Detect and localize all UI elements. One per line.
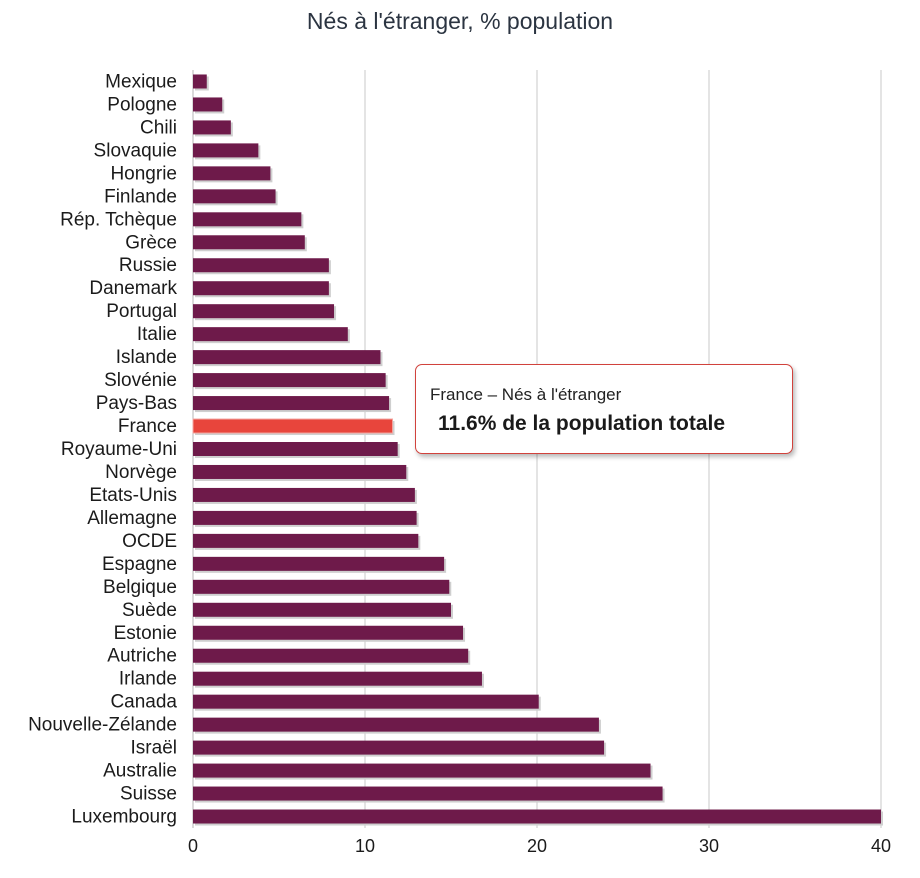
bar[interactable] [193, 442, 398, 456]
category-label: Nouvelle-Zélande [28, 715, 177, 736]
bar[interactable] [193, 396, 390, 411]
bar[interactable] [193, 327, 348, 342]
bar[interactable] [193, 235, 305, 250]
category-label: Russie [119, 255, 177, 276]
category-label: Rép. Tchèque [60, 209, 177, 230]
chart-title: Nés à l'étranger, % population [306, 8, 614, 34]
bar[interactable] [193, 350, 381, 365]
category-label: Royaume-Uni [61, 439, 177, 460]
bar[interactable] [193, 809, 881, 824]
category-label: Grèce [125, 232, 177, 253]
bar[interactable] [193, 464, 407, 479]
bar[interactable] [193, 625, 464, 640]
category-label: Canada [110, 692, 177, 713]
bar[interactable] [193, 786, 663, 801]
bar[interactable] [193, 97, 223, 112]
bar[interactable] [193, 648, 469, 663]
category-label: Etats-Unis [89, 485, 177, 506]
bar[interactable] [193, 763, 651, 778]
category-label: Suisse [120, 784, 177, 805]
category-label: Suède [122, 600, 177, 621]
x-tick-label: 0 [188, 836, 198, 856]
bar[interactable] [193, 740, 605, 755]
x-tick-label: 40 [871, 836, 891, 856]
category-label: Espagne [102, 554, 177, 575]
tooltip-series-label: France – Nés à l'étranger [430, 385, 622, 404]
category-label: Hongrie [110, 163, 177, 184]
bar[interactable] [193, 258, 329, 273]
category-label: Finlande [104, 186, 177, 207]
bar[interactable] [193, 556, 445, 571]
category-label: Pologne [107, 94, 177, 115]
category-label: Chili [140, 117, 177, 138]
category-label: Danemark [89, 278, 177, 299]
bar[interactable] [193, 533, 419, 548]
category-label: Irlande [119, 669, 177, 690]
tooltip-value: 11.6% de la population totale [438, 412, 726, 435]
bar[interactable] [193, 120, 231, 135]
category-label: Slovénie [104, 370, 177, 391]
category-label: Australie [103, 761, 177, 782]
bar[interactable] [193, 189, 276, 204]
bar[interactable] [193, 671, 482, 686]
bar[interactable] [193, 143, 259, 158]
category-label: Allemagne [87, 508, 177, 529]
category-label: Slovaquie [94, 140, 177, 161]
category-label: Israël [131, 738, 177, 759]
category-label: Belgique [103, 577, 177, 598]
bar[interactable] [192, 418, 394, 434]
category-label: Luxembourg [71, 807, 177, 828]
category-label: Mexique [105, 71, 177, 92]
category-label: Norvège [105, 462, 177, 483]
bar[interactable] [193, 212, 302, 227]
category-label: Italie [137, 324, 177, 345]
bar[interactable] [193, 579, 450, 594]
category-label: France [118, 416, 177, 437]
bar[interactable] [193, 74, 207, 89]
bar[interactable] [193, 281, 329, 296]
bar[interactable] [193, 510, 417, 525]
bar[interactable] [193, 166, 271, 181]
tooltip: France – Nés à l'étranger 11.6% de la po… [415, 364, 793, 454]
category-label: Pays-Bas [96, 393, 177, 414]
x-tick-label: 30 [699, 836, 719, 856]
category-label: Estonie [114, 623, 177, 644]
category-label: Islande [116, 347, 177, 368]
bar[interactable] [193, 717, 599, 732]
category-label: OCDE [122, 531, 177, 552]
category-label: Autriche [107, 646, 177, 667]
x-tick-label: 10 [355, 836, 375, 856]
bar[interactable] [193, 602, 451, 617]
x-tick-label: 20 [527, 836, 547, 856]
bar[interactable] [193, 373, 386, 388]
bar[interactable] [193, 487, 415, 502]
category-label: Portugal [106, 301, 177, 322]
bar[interactable] [193, 304, 335, 319]
bar[interactable] [193, 694, 539, 709]
